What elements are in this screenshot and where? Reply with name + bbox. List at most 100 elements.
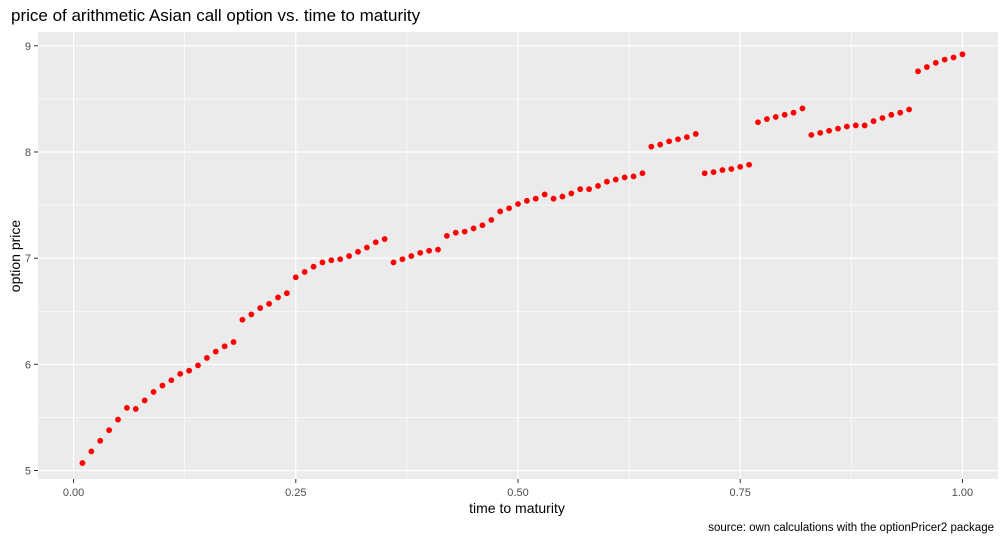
- x-tick-label: 0.50: [507, 487, 528, 499]
- data-point: [577, 186, 584, 193]
- y-tick-label: 5: [25, 466, 31, 478]
- data-point: [870, 118, 877, 125]
- data-point: [346, 253, 353, 259]
- x-tick-label: 0.00: [63, 487, 84, 499]
- data-points: [79, 51, 966, 466]
- data-point: [817, 129, 824, 136]
- data-point: [603, 178, 610, 185]
- data-point: [417, 249, 424, 256]
- data-point: [852, 122, 859, 129]
- data-point: [106, 427, 113, 434]
- chart-title: price of arithmetic Asian call option vs…: [11, 6, 421, 25]
- x-axis: 0.00 0.25 0.50 0.75 1.00: [63, 479, 973, 499]
- data-point: [746, 161, 753, 168]
- data-point: [559, 193, 566, 200]
- y-tick-label: 9: [25, 41, 31, 53]
- data-point: [141, 397, 148, 404]
- data-point: [461, 228, 468, 235]
- data-point: [408, 253, 415, 259]
- y-tick-label: 6: [25, 359, 31, 371]
- data-point: [337, 256, 344, 263]
- data-point: [310, 263, 317, 270]
- data-point: [906, 106, 913, 113]
- data-point: [88, 448, 95, 455]
- x-tick-label: 0.75: [730, 487, 751, 499]
- data-point: [675, 136, 681, 143]
- data-point: [381, 236, 388, 242]
- data-point: [168, 377, 175, 384]
- y-tick-label: 8: [25, 147, 31, 159]
- data-point: [595, 183, 601, 189]
- data-point: [257, 305, 264, 311]
- data-point: [452, 229, 459, 236]
- data-point: [639, 170, 646, 177]
- data-point: [719, 167, 726, 173]
- data-point: [355, 248, 361, 255]
- data-point: [666, 138, 673, 145]
- data-point: [808, 132, 815, 138]
- data-point: [301, 269, 308, 275]
- y-tick-label: 7: [25, 253, 31, 265]
- data-point: [781, 111, 788, 118]
- x-tick-label: 0.25: [285, 487, 306, 499]
- data-point: [488, 217, 495, 223]
- x-tick-label: 1.00: [952, 487, 973, 499]
- data-point: [621, 174, 628, 181]
- data-point: [150, 389, 157, 395]
- data-point: [710, 169, 717, 176]
- data-point: [568, 190, 575, 197]
- data-point: [372, 239, 379, 246]
- data-point: [772, 114, 779, 120]
- data-point: [612, 176, 619, 183]
- data-point: [888, 111, 895, 118]
- data-point: [390, 259, 397, 266]
- data-point: [923, 64, 930, 70]
- data-point: [763, 116, 770, 122]
- data-point: [728, 166, 735, 172]
- data-point: [932, 59, 939, 66]
- data-point: [915, 68, 921, 75]
- data-point: [515, 201, 521, 207]
- data-point: [959, 51, 966, 58]
- data-point: [319, 259, 326, 266]
- data-point: [737, 163, 744, 170]
- data-point: [470, 225, 477, 232]
- data-point: [950, 54, 957, 61]
- data-point: [328, 257, 335, 264]
- data-point: [159, 382, 166, 389]
- data-point: [212, 348, 219, 355]
- data-point: [79, 460, 86, 466]
- major-gridlines: [38, 32, 998, 479]
- data-point: [941, 56, 948, 63]
- data-point: [443, 232, 450, 239]
- data-point: [497, 208, 504, 215]
- data-point: [790, 109, 797, 116]
- data-point: [799, 105, 806, 112]
- data-point: [275, 294, 281, 301]
- data-point: [230, 339, 237, 345]
- data-point: [115, 416, 121, 423]
- data-point: [843, 123, 850, 130]
- data-point: [132, 406, 139, 412]
- data-point: [239, 316, 246, 323]
- data-point: [479, 222, 486, 229]
- data-point: [701, 170, 708, 177]
- data-point: [755, 119, 761, 126]
- data-point: [879, 115, 886, 121]
- data-point: [435, 246, 441, 253]
- data-point: [506, 205, 513, 212]
- data-point: [541, 191, 548, 198]
- data-point: [426, 247, 433, 254]
- data-point: [897, 109, 904, 116]
- data-point: [177, 370, 184, 377]
- data-point: [657, 141, 664, 148]
- data-point: [97, 437, 104, 444]
- data-point: [826, 127, 833, 134]
- data-point: [266, 300, 273, 307]
- data-point: [532, 195, 539, 202]
- source-caption: source: own calculations with the option…: [708, 522, 994, 534]
- data-point: [195, 362, 201, 369]
- data-point: [363, 244, 370, 251]
- data-point: [248, 311, 255, 318]
